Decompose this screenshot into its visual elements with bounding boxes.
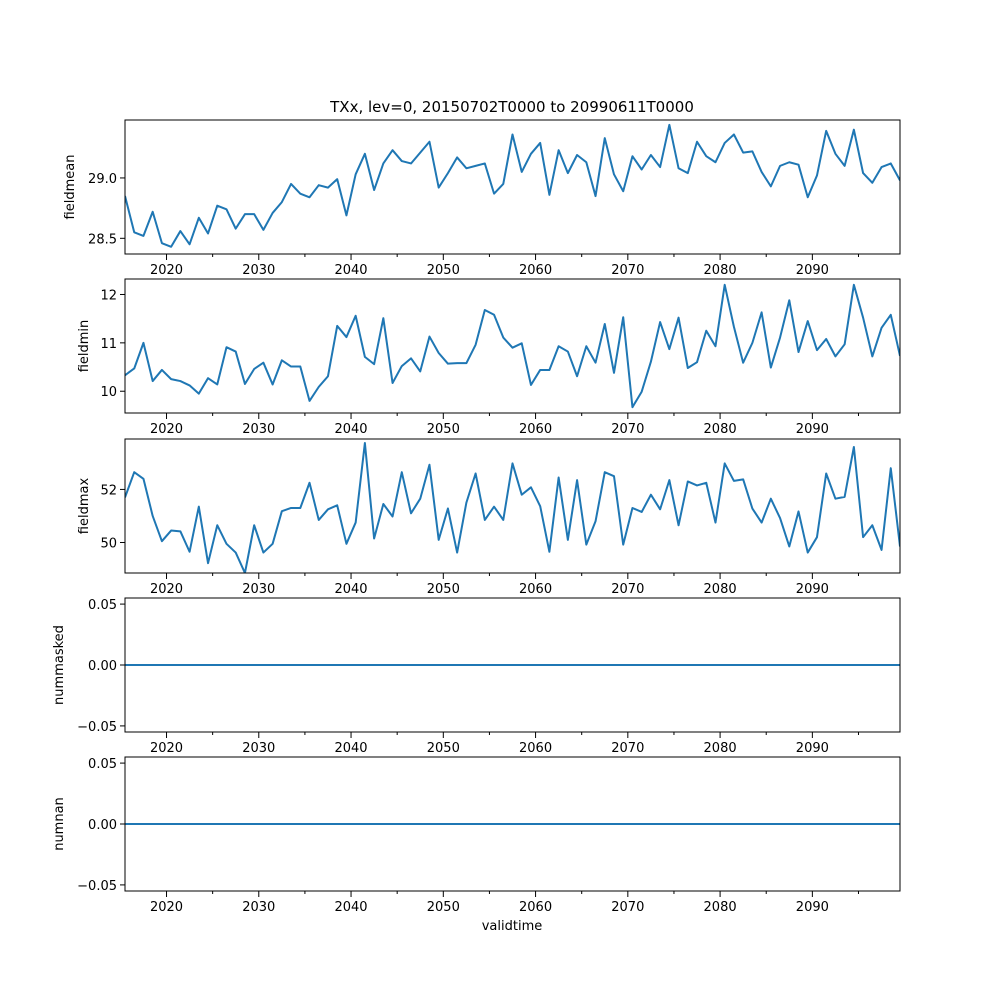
x-axis-label: validtime [482,919,543,934]
y-axis-label-fieldmean: fieldmean [63,155,78,220]
y-axis-label-fieldmax: fieldmax [77,478,92,535]
y-tick-label: 11 [100,337,117,352]
axes-frame [124,278,901,414]
y-axis-label-numnan: numnan [52,797,67,851]
x-tick-label: 2080 [704,741,737,756]
x-tick-label: 2050 [427,582,460,597]
y-tick-label: 52 [100,483,117,498]
subplot-fieldmin: 2020 2030 2040 2050 2060 2070 2080 2090 10 11 12 fi… [77,278,901,437]
x-tick-label: 2090 [796,422,829,437]
data-line-fieldmin [125,283,900,409]
data-line-fieldmax [125,441,900,573]
x-tick-label: 2070 [611,422,644,437]
x-tick-label: 2020 [150,263,183,278]
x-tick-label: 2090 [796,900,829,915]
x-tick-label: 2030 [242,263,275,278]
subplot-fieldmax: 2020 2030 2040 2050 2060 2070 2080 2090 50 52 fiel… [77,438,901,597]
x-tick-label: 2040 [334,263,367,278]
x-tick-label: 2040 [334,582,367,597]
x-tick-label: 2040 [334,741,367,756]
x-tick-label: 2020 [150,741,183,756]
y-tick-label: 10 [100,385,117,400]
x-tick-label: 2060 [519,900,552,915]
chart-title: TXx, lev=0, 20150702T0000 to 20990611T00… [329,98,694,116]
x-tick-label: 2070 [611,582,644,597]
x-tick-label: 2080 [704,263,737,278]
y-axis-label-fieldmin: fieldmin [77,320,92,373]
x-tick-label: 2050 [427,422,460,437]
x-tick-label: 2030 [242,900,275,915]
subplot-numnan: 2020 2030 2040 2050 2060 2070 2080 2090 −0.05 0.0… [52,756,901,915]
axes-frame [124,119,901,255]
x-tick-label: 2030 [242,741,275,756]
y-tick-label: 0.05 [88,598,117,613]
x-tick-label: 2090 [796,582,829,597]
x-tick-label: 2070 [611,900,644,915]
x-tick-label: 2090 [796,263,829,278]
y-tick-label: 28.5 [88,232,117,247]
subplot-nummasked: 2020 2030 2040 2050 2060 2070 2080 2090 −0.05 0.0… [52,597,901,756]
x-tick-label: 2020 [150,422,183,437]
y-tick-label: −0.05 [77,720,117,735]
x-tick-label: 2070 [611,741,644,756]
x-tick-label: 2050 [427,900,460,915]
x-tick-label: 2040 [334,900,367,915]
y-tick-label: 0.00 [88,659,117,674]
x-tick-label: 2060 [519,422,552,437]
y-tick-label: 0.05 [88,757,117,772]
x-tick-label: 2030 [242,422,275,437]
x-tick-label: 2030 [242,582,275,597]
x-tick-label: 2080 [704,422,737,437]
x-tick-label: 2020 [150,900,183,915]
y-tick-label: 12 [100,288,117,303]
x-tick-label: 2080 [704,900,737,915]
x-tick-label: 2090 [796,741,829,756]
x-tick-label: 2070 [611,263,644,278]
y-tick-label: 29.0 [88,172,117,187]
y-tick-label: 50 [100,536,117,551]
data-line-fieldmean [125,123,900,248]
x-tick-label: 2060 [519,582,552,597]
x-tick-label: 2020 [150,582,183,597]
x-tick-label: 2060 [519,263,552,278]
x-tick-label: 2050 [427,741,460,756]
y-axis-label-nummasked: nummasked [52,625,67,705]
x-tick-label: 2080 [704,582,737,597]
x-tick-label: 2040 [334,422,367,437]
x-tick-label: 2050 [427,263,460,278]
y-tick-label: 0.00 [88,818,117,833]
x-tick-label: 2060 [519,741,552,756]
axes-frame [124,438,901,574]
subplot-fieldmean: 2020 2030 2040 2050 2060 2070 2080 2090 28.5 29.0… [63,119,901,278]
y-tick-label: −0.05 [77,879,117,894]
